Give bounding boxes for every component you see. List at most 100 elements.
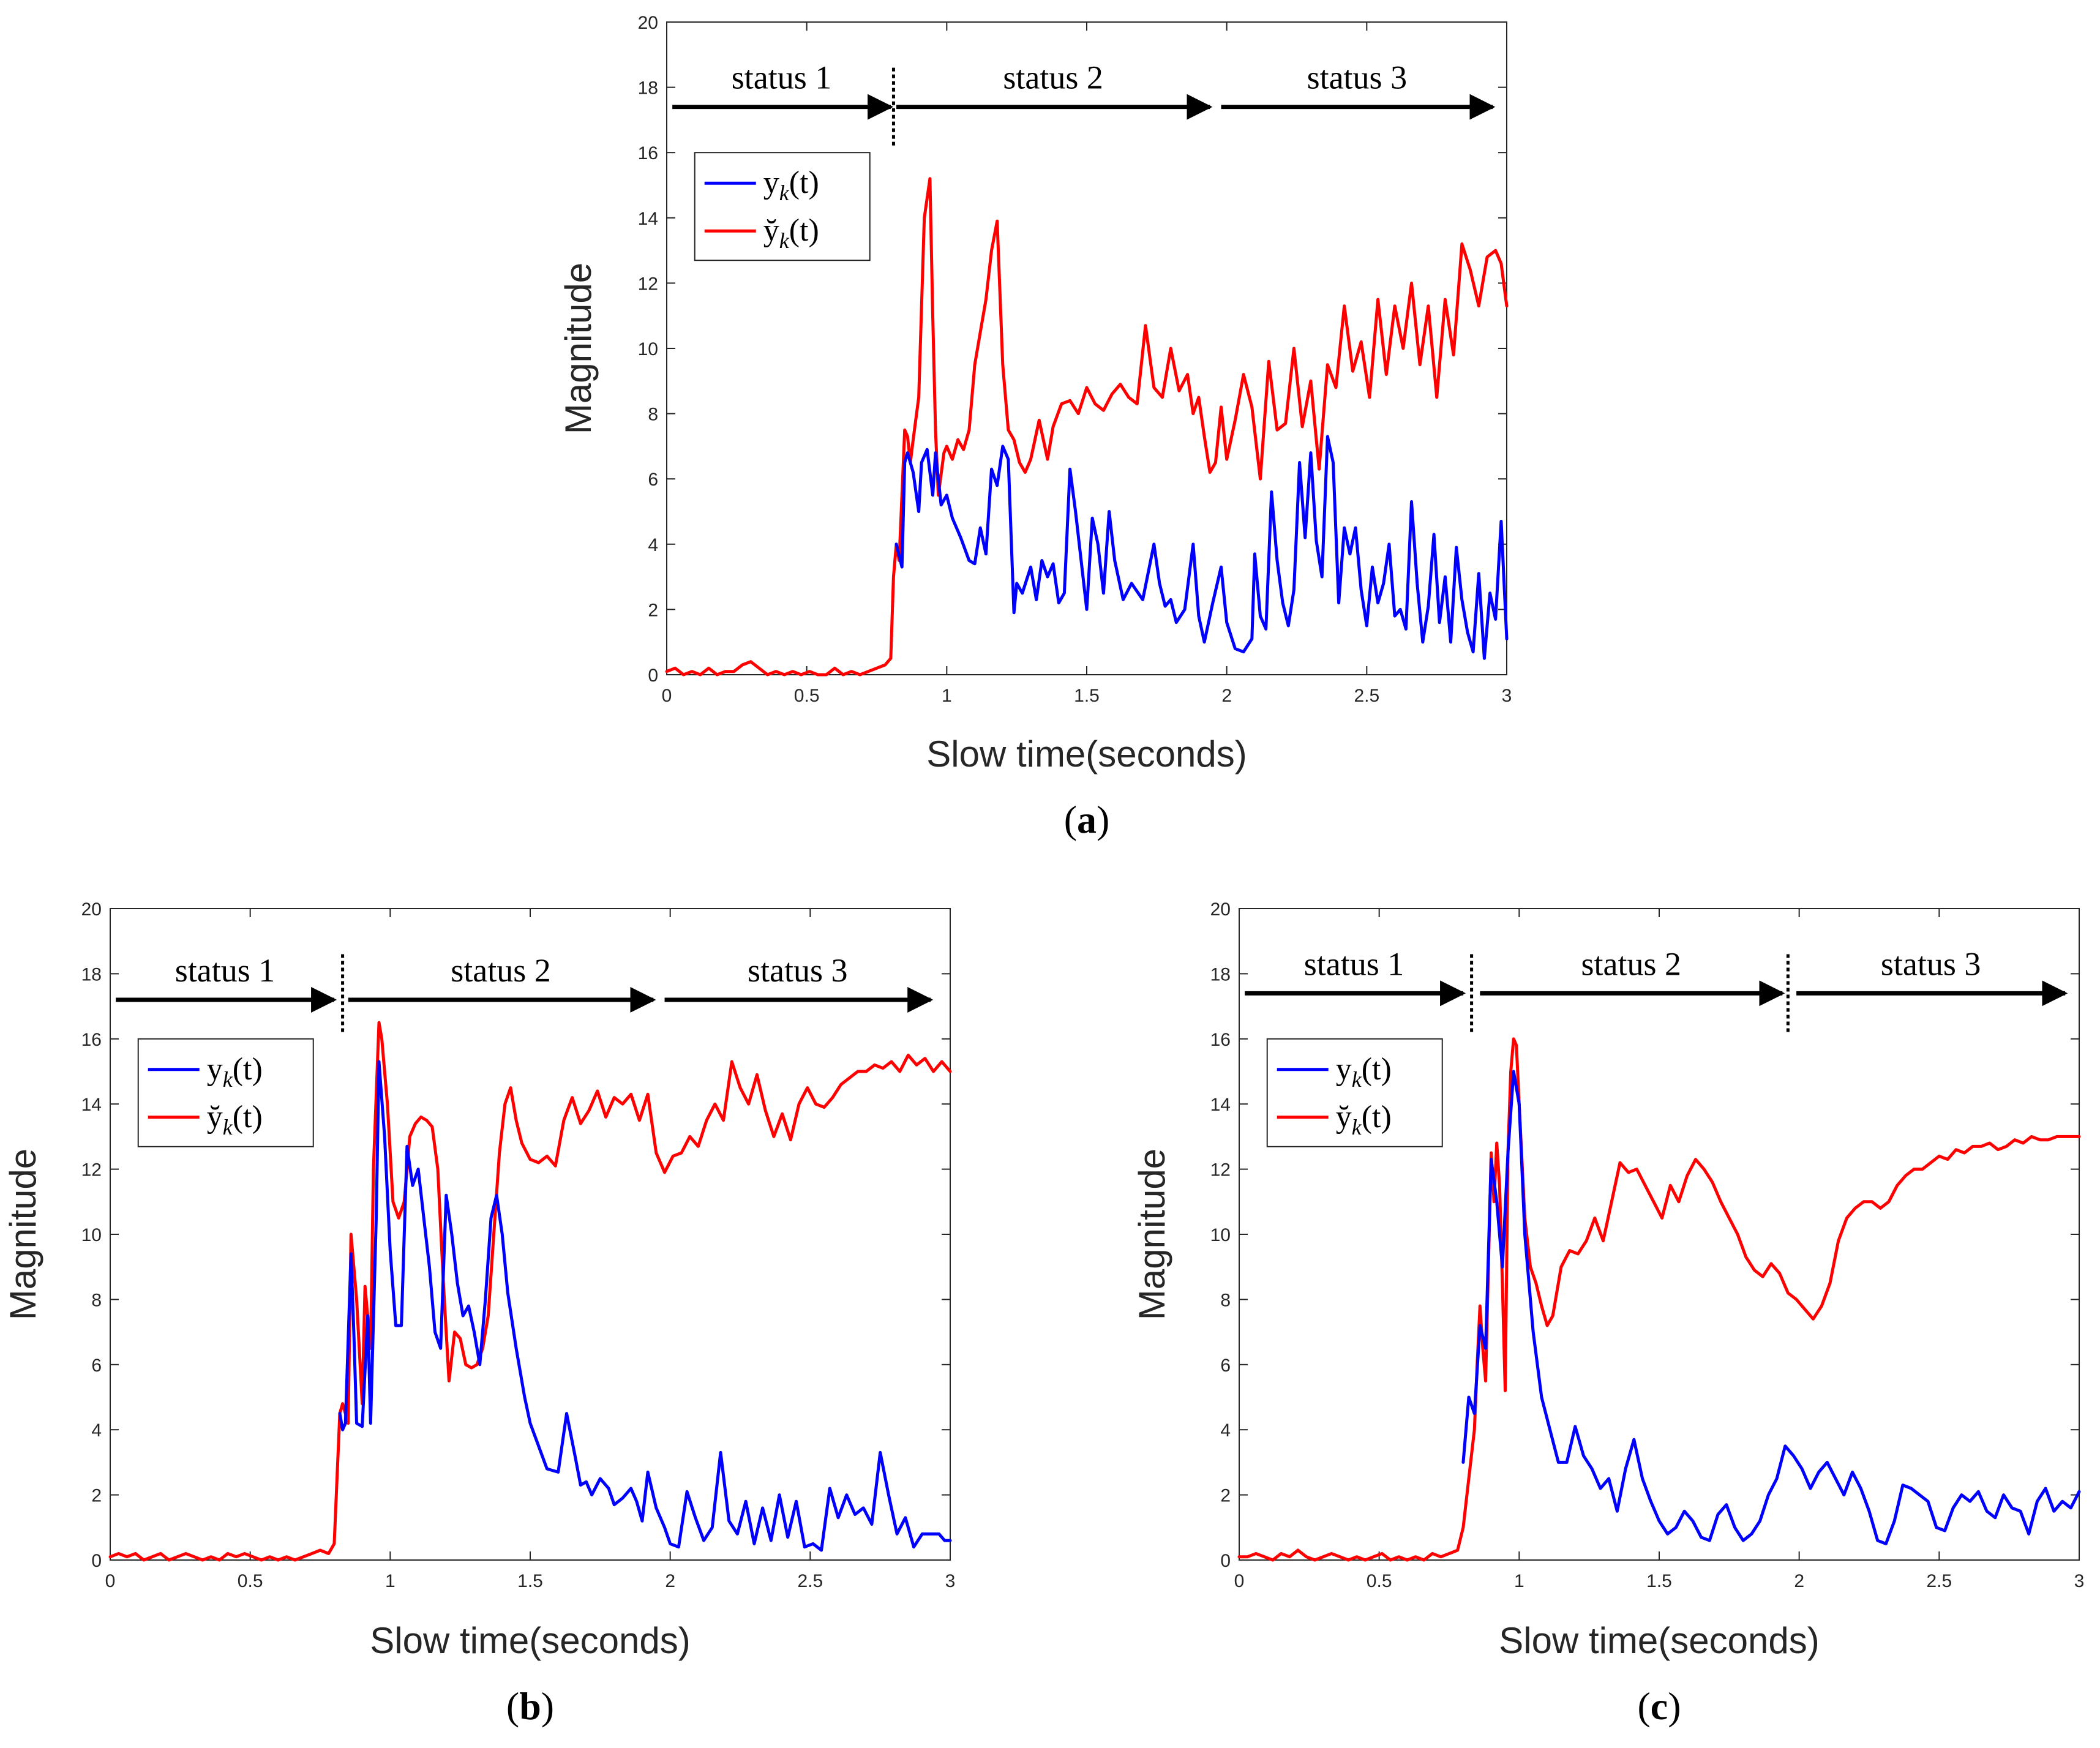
series-line-y-breve-k <box>1237 1037 2081 1562</box>
legend-label-y-k: yk(t) <box>1336 1052 1392 1092</box>
series-line-y-k <box>338 1060 952 1552</box>
x-axis-label: Slow time(seconds) <box>926 733 1247 775</box>
y-tick-label: 18 <box>1210 964 1231 985</box>
y-tick-label: 12 <box>81 1160 102 1180</box>
y-axis-label: Magnitude <box>558 263 599 434</box>
y-axis-label: Magnitude <box>2 1149 43 1320</box>
legend-subscript: k <box>223 1115 233 1139</box>
x-tick-label: 0.5 <box>1367 1571 1392 1591</box>
legend: yk(t)y̆k(t) <box>694 152 871 261</box>
x-tick-label: 2.5 <box>1926 1571 1952 1591</box>
y-tick-label: 8 <box>648 405 658 425</box>
y-tick-label: 18 <box>638 78 658 99</box>
y-tick-label: 4 <box>648 535 658 555</box>
status-label-3: status 3 <box>1881 945 1981 982</box>
y-tick-label: 14 <box>638 209 658 229</box>
legend-argument: (t) <box>1362 1052 1392 1087</box>
legend: yk(t)y̆k(t) <box>137 1038 314 1147</box>
series-line-y-breve-k <box>665 177 1509 677</box>
y-tick-label: 16 <box>638 143 658 163</box>
y-tick-label: 8 <box>91 1290 102 1310</box>
x-tick-label: 1 <box>942 686 952 706</box>
legend-argument: (t) <box>233 1100 263 1135</box>
chart-panel-c: 0 0.5 1 1.5 2 2.5 3 0 2 4 6 8 10 12 14 16 18 20 Slow time(… <box>1131 899 2084 1728</box>
y-tick-label: 12 <box>1210 1160 1231 1180</box>
x-tick-label: 2 <box>1794 1571 1804 1591</box>
y-tick-label: 6 <box>1220 1356 1231 1376</box>
chart-panel-a: 0 0.5 1 1.5 2 2.5 3 0 2 4 6 8 10 12 14 16 18 20 Slow time(… <box>558 13 1512 841</box>
legend-symbol: y <box>207 1052 223 1087</box>
x-tick-label: 1.5 <box>517 1571 543 1591</box>
legend: yk(t)y̆k(t) <box>1266 1038 1443 1147</box>
legend-symbol: y̆ <box>763 213 779 248</box>
caption-open: ( <box>1064 798 1077 841</box>
series-line-y-k <box>894 435 1509 660</box>
x-tick-label: 1 <box>1514 1571 1524 1591</box>
caption-letter: a <box>1077 798 1097 841</box>
x-tick-label: 0 <box>662 686 672 706</box>
status-label-2: status 2 <box>451 952 551 989</box>
caption-letter: c <box>1651 1684 1668 1728</box>
status-label-3: status 3 <box>1307 59 1408 96</box>
x-tick-label: 1.5 <box>1646 1571 1672 1591</box>
caption-close: ) <box>541 1684 554 1728</box>
plot-area <box>1239 908 2080 1561</box>
x-tick-label: 2 <box>1221 686 1232 706</box>
status-label-1: status 1 <box>1304 945 1404 982</box>
chart-panel-b: 0 0.5 1 1.5 2 2.5 3 0 2 4 6 8 10 12 14 16 18 20 Slow time(… <box>2 899 955 1728</box>
y-tick-label: 12 <box>638 274 658 294</box>
caption-close: ) <box>1097 798 1109 841</box>
y-tick-label: 0 <box>91 1551 102 1571</box>
y-tick-label: 20 <box>638 13 658 33</box>
legend-subscript: k <box>1352 1115 1362 1139</box>
y-tick-label: 0 <box>1220 1551 1231 1571</box>
x-tick-label: 1 <box>385 1571 396 1591</box>
x-axis-label: Slow time(seconds) <box>1499 1620 1820 1661</box>
x-tick-label: 3 <box>2074 1571 2085 1591</box>
y-tick-label: 10 <box>638 339 658 359</box>
legend-label-y-k: yk(t) <box>763 165 819 205</box>
legend-subscript: k <box>779 181 790 205</box>
legend-label-y-k: yk(t) <box>207 1052 263 1092</box>
y-tick-label: 6 <box>648 470 658 490</box>
status-label-2: status 2 <box>1581 945 1682 982</box>
y-tick-label: 14 <box>81 1095 102 1115</box>
legend-label-y-breve-k: y̆k(t) <box>207 1100 263 1139</box>
x-tick-label: 1.5 <box>1074 686 1100 706</box>
y-tick-label: 20 <box>1210 899 1231 920</box>
legend-box <box>694 152 871 261</box>
x-tick-label: 2.5 <box>797 1571 823 1591</box>
panel-caption-c: (c) <box>1637 1684 1681 1728</box>
legend-subscript: k <box>1352 1067 1362 1092</box>
legend-symbol: y̆ <box>207 1100 223 1135</box>
legend-argument: (t) <box>789 213 819 248</box>
y-tick-label: 20 <box>81 899 102 920</box>
x-tick-label: 0 <box>105 1571 116 1591</box>
plot-area <box>110 908 951 1561</box>
x-tick-label: 0.5 <box>794 686 820 706</box>
legend-subscript: k <box>223 1067 233 1092</box>
legend-symbol: y <box>763 165 779 200</box>
x-axis-label: Slow time(seconds) <box>370 1620 691 1661</box>
legend-symbol: y̆ <box>1336 1100 1352 1135</box>
legend-box <box>1266 1038 1443 1147</box>
y-tick-label: 14 <box>1210 1095 1231 1115</box>
y-tick-label: 16 <box>81 1030 102 1050</box>
panel-caption-a: (a) <box>1064 798 1110 841</box>
y-tick-label: 10 <box>1210 1225 1231 1245</box>
series-line-y-k <box>1461 1070 2081 1545</box>
status-label-1: status 1 <box>732 59 832 96</box>
y-tick-label: 4 <box>1220 1420 1231 1441</box>
x-tick-label: 2.5 <box>1354 686 1379 706</box>
status-label-2: status 2 <box>1003 59 1103 96</box>
y-tick-label: 2 <box>91 1486 102 1506</box>
y-tick-label: 6 <box>91 1356 102 1376</box>
series-line-y-breve-k <box>108 1021 952 1562</box>
panel-caption-b: (b) <box>506 1684 554 1728</box>
legend-argument: (t) <box>233 1052 263 1087</box>
plot-area <box>666 21 1507 675</box>
legend-symbol: y <box>1336 1052 1352 1087</box>
legend-label-y-breve-k: y̆k(t) <box>763 213 819 253</box>
caption-open: ( <box>1637 1684 1650 1728</box>
